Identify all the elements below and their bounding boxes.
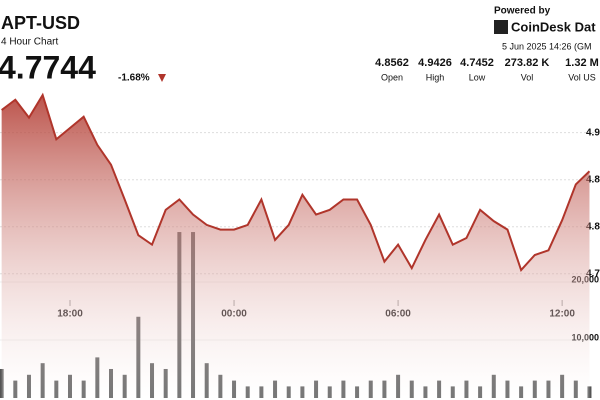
stat-label: Open bbox=[381, 72, 403, 82]
y-tick-label: 4.8 bbox=[586, 174, 600, 185]
powered-by: Powered by bbox=[494, 6, 551, 17]
stat-label: Low bbox=[469, 72, 486, 82]
timestamp: 5 Jun 2025 14:26 (GM bbox=[502, 41, 592, 51]
stat-value: 4.9426 bbox=[418, 57, 452, 69]
stat-label: High bbox=[426, 72, 445, 82]
subtitle: 4 Hour Chart bbox=[1, 37, 58, 48]
down-arrow bbox=[158, 74, 166, 82]
title: APT-USD bbox=[1, 13, 80, 33]
y-tick-label: 4.8 bbox=[586, 221, 600, 232]
stat-value: 1.32 M bbox=[565, 57, 599, 69]
brand: CoinDesk Dat bbox=[511, 19, 596, 34]
y-tick-label: 4.9 bbox=[586, 127, 600, 138]
logo bbox=[494, 20, 508, 34]
price-area bbox=[1, 95, 590, 398]
price-line bbox=[1, 92, 591, 272]
change: -1.68% bbox=[118, 73, 150, 84]
stat-value: 273.82 K bbox=[505, 57, 550, 69]
stat-label: Vol US bbox=[568, 72, 596, 82]
price: 4.7744 bbox=[0, 49, 96, 85]
stat-value: 4.8562 bbox=[375, 57, 409, 69]
y-tick-label: 4.7 bbox=[586, 268, 600, 279]
stat-label: Vol bbox=[521, 72, 534, 82]
stat-value: 4.7452 bbox=[460, 57, 494, 69]
